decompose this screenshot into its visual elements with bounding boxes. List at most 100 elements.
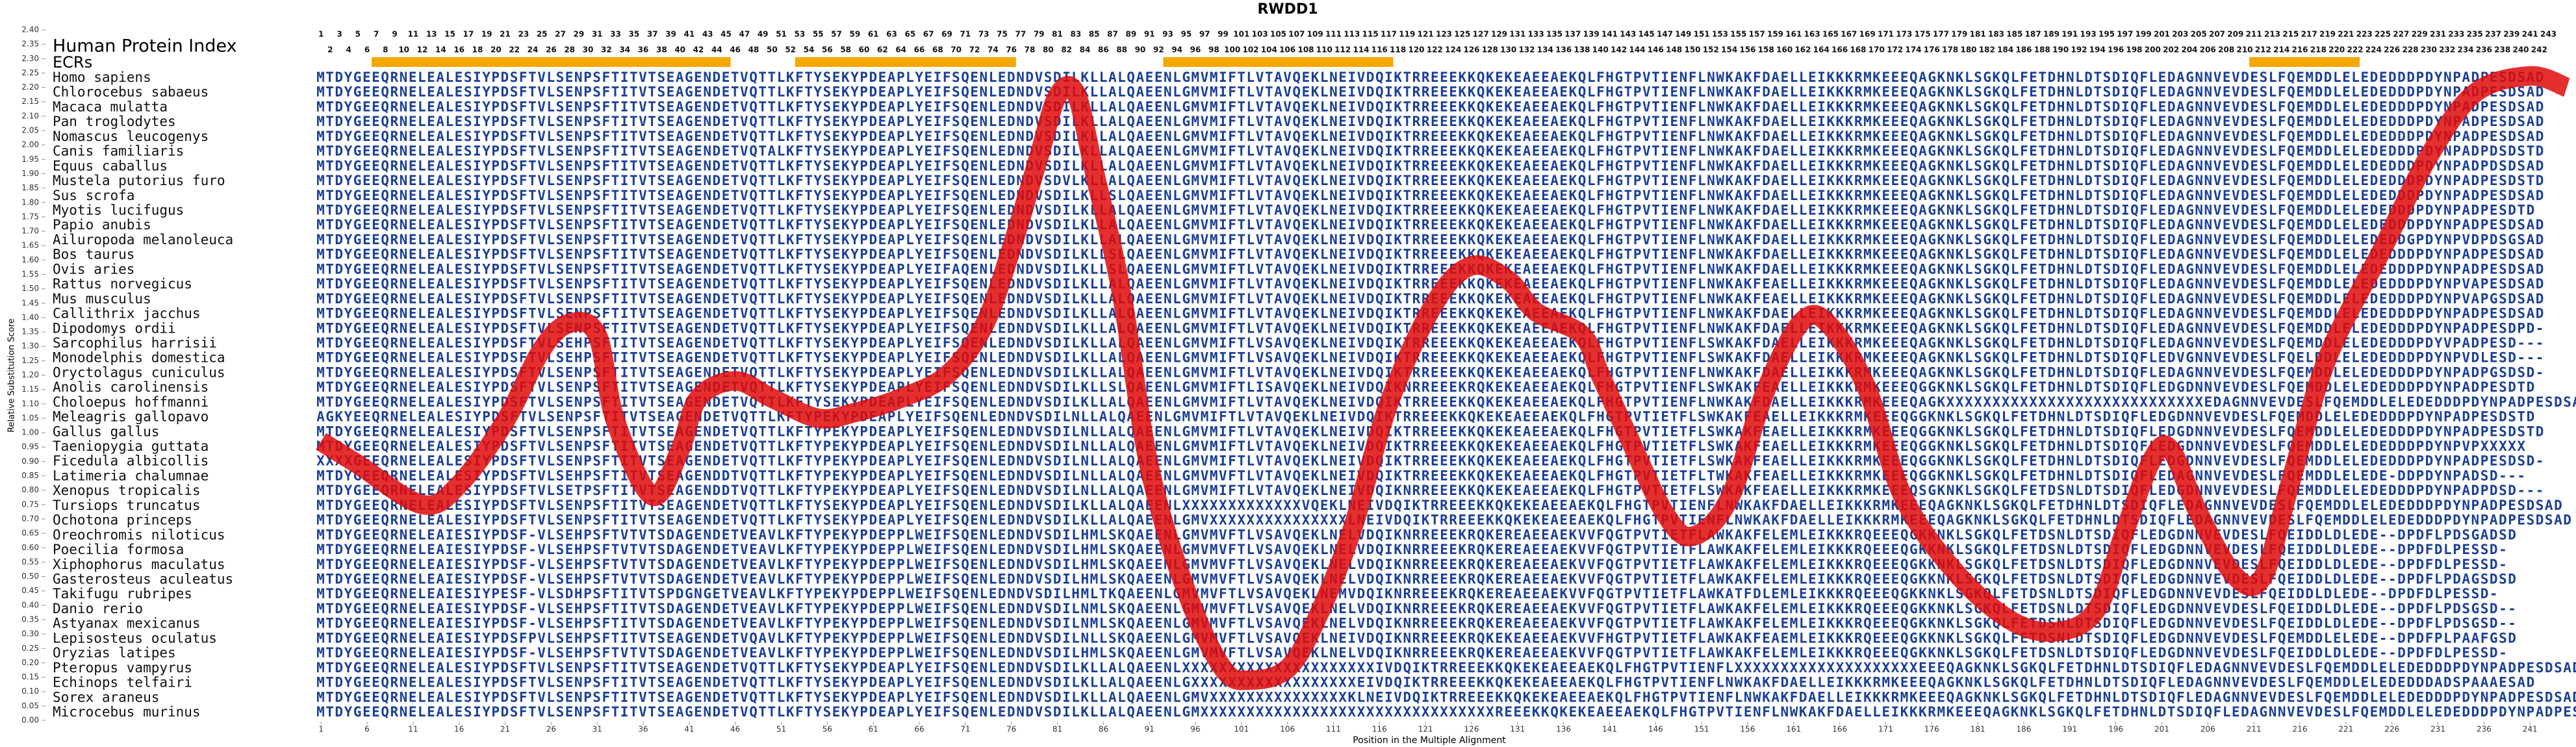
y-tick-label: 0.95 [21,442,39,451]
index-number: 44 [711,45,722,55]
species-name: Latimeria chalumnae [53,468,209,483]
index-number: 65 [904,30,915,39]
species-name: Gallus gallus [53,424,159,439]
x-tick-label: 16 [454,725,464,734]
y-tick-label: 0.25 [21,644,39,653]
index-number: 164 [1813,45,1830,55]
index-number: 53 [794,30,805,39]
index-number: 238 [2494,45,2510,55]
sequence: MTDYGEEQRNELEALESIYPDSFTVLSENPSFTITVTSEA… [316,232,2544,247]
x-tick-label: 31 [593,725,602,734]
index-number: 172 [1887,45,1903,55]
index-number: 71 [960,30,971,39]
index-number: 212 [2255,45,2271,55]
x-tick-label: 171 [1878,725,1893,734]
index-number: 171 [1878,30,1894,39]
index-number: 32 [601,45,612,55]
species-name: Callithrix jacchus [53,306,201,322]
species-name: Takifugu rubripes [53,586,192,601]
sequence: MTDYGEEQRNELEALESIYPDSFTVLSENPSFTITVTSEA… [316,689,2576,705]
y-tick-label: 2.40 [21,25,39,34]
y-tick-label: 1.95 [21,155,39,164]
index-number: 220 [2328,45,2345,55]
index-number: 80 [1043,45,1054,55]
y-tick-label: 0.05 [21,701,39,710]
index-number: 24 [528,45,539,55]
index-number: 139 [1583,30,1600,39]
species-name: Xenopus tropicalis [53,483,201,498]
x-tick-label: 11 [408,725,418,734]
species-name: Oryctolagus cuniculus [53,364,225,380]
index-number: 43 [702,30,713,39]
index-number: 85 [1089,30,1100,39]
index-number: 121 [1418,30,1434,39]
index-number: 173 [1896,30,1912,39]
species-name: Rattus norvegicus [53,276,192,292]
species-name: Homo sapiens [53,70,151,85]
index-number: 54 [804,45,815,55]
score-line [316,66,2571,690]
index-number: 62 [877,45,888,55]
index-number: 100 [1224,45,1240,55]
y-tick-label: 0.65 [21,529,39,538]
index-number: 233 [2448,30,2464,39]
sequence: MTDYGEEQRNELEALESIYPDSFTVLSENPSFTITVTSEA… [316,99,2544,114]
index-number: 109 [1307,30,1323,39]
index-number: 26 [546,45,557,55]
y-tick-label: 2.25 [21,68,39,77]
sequence: MTDYGEEQRNELEAIESIYPDSFPVLSEHPSFTITVTSEA… [316,630,2516,646]
index-number: 88 [1116,45,1127,55]
species-name: Myotis lucifugus [53,202,184,218]
index-number: 156 [1739,45,1755,55]
index-number: 136 [1555,45,1572,55]
species-name: Ficedula albicollis [53,453,209,469]
species-name: Macaca mulatta [53,99,168,114]
x-tick-label: 211 [2247,725,2262,734]
sequence: AGKYEEQRNELEALESIYPDSFTVLSENPSFTITVTSEAG… [316,409,2534,425]
index-number: 99 [1218,30,1229,39]
y-tick-label: 2.20 [21,82,39,92]
index-number: 225 [2375,30,2391,39]
index-number: 198 [2126,45,2142,55]
index-number: 45 [721,30,732,39]
index-number: 74 [988,45,999,55]
species-name: Gasterosteus aculeatus [53,572,233,587]
x-tick-label: 36 [638,725,648,734]
x-tick-label: 151 [1694,725,1709,734]
x-tick-label: 81 [1052,725,1062,734]
species-name: Echinops telfairi [53,675,192,690]
index-number: 55 [813,30,824,39]
index-number: 76 [1006,45,1017,55]
index-number: 7 [374,30,379,39]
x-tick-label: 226 [2384,725,2399,734]
index-number: 190 [2052,45,2069,55]
x-tick-label: 141 [1602,725,1617,734]
index-number: 59 [849,30,860,39]
index-number: 64 [895,45,906,55]
x-tick-label: 116 [1372,725,1387,734]
index-number: 228 [2402,45,2418,55]
index-number: 243 [2540,30,2557,39]
index-number: 241 [2522,30,2538,39]
species-name: Ailuropoda melanoleuca [53,232,233,247]
index-number: 23 [518,30,529,39]
index-number: 227 [2393,30,2409,39]
x-tick-label: 181 [1970,725,1985,734]
index-number: 145 [1639,30,1655,39]
x-tick-label: 186 [2017,725,2032,734]
species-name: Mus musculus [53,291,151,307]
index-number: 185 [2006,30,2022,39]
index-number: 208 [2218,45,2234,55]
index-number: 120 [1408,45,1424,55]
x-tick-label: 96 [1190,725,1200,734]
index-number: 147 [1657,30,1673,39]
index-number: 210 [2236,45,2252,55]
y-tick-label: 1.35 [21,327,39,336]
index-number: 31 [592,30,603,39]
y-tick-label: 0.10 [21,687,39,696]
index-number: 202 [2163,45,2179,55]
x-tick-label: 146 [1648,725,1663,734]
y-tick-label: 1.10 [21,399,39,408]
index-number: 152 [1703,45,1719,55]
index-number: 1 [318,30,324,39]
